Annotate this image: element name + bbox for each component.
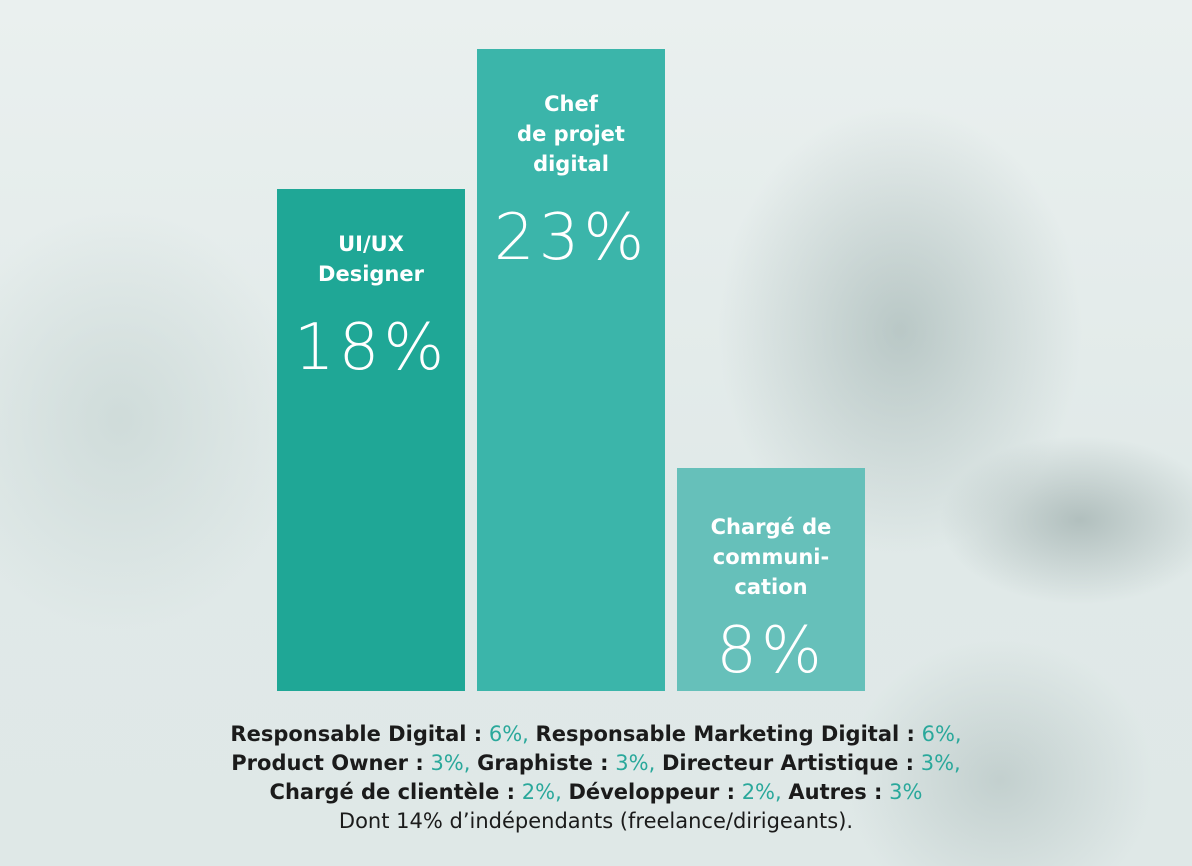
footer-label: Développeur : <box>568 780 735 804</box>
footer-label: Responsable Digital : <box>230 722 483 746</box>
bar-value-label: 8% <box>716 613 826 688</box>
footer-legend: Responsable Digital : 6%, Responsable Ma… <box>0 720 1192 836</box>
footer-label: Chargé de clientèle : <box>269 780 516 804</box>
footer-value: 3%, <box>920 751 961 775</box>
footer-value: 3% <box>889 780 923 804</box>
footer-value: 3%, <box>615 751 656 775</box>
bar: UI/UX Designer 18% <box>277 188 465 691</box>
footer-value: 2%, <box>741 780 782 804</box>
footer-label: Autres : <box>788 780 883 804</box>
bar-category-label: Chargé de communi- cation <box>710 514 832 599</box>
bar-value-label: 23% <box>493 201 649 276</box>
footer-label: Graphiste : <box>477 751 609 775</box>
bar: Chargé de communi- cation 8% <box>677 467 865 691</box>
footer-line-1: Responsable Digital : 6%, Responsable Ma… <box>0 720 1192 749</box>
bar-category-label: Chef de projet digital <box>517 92 625 177</box>
bar-category-label: UI/UX Designer <box>318 231 424 286</box>
footer-label: Directeur Artistique : <box>661 751 915 775</box>
footer-line-3: Chargé de clientèle : 2%, Développeur : … <box>0 778 1192 807</box>
footer-label: Responsable Marketing Digital : <box>535 722 915 746</box>
footer-value: 2%, <box>521 780 562 804</box>
bar-value-label: 18% <box>293 310 449 385</box>
footer-line-2: Product Owner : 3%, Graphiste : 3%, Dire… <box>0 749 1192 778</box>
footer-value: 3%, <box>430 751 471 775</box>
footer-value: 6%, <box>921 722 962 746</box>
footer-value: 6%, <box>488 722 529 746</box>
footer-label: Product Owner : <box>231 751 424 775</box>
bar: Chef de projet digital 23% <box>477 49 665 691</box>
footer-note: Dont 14% d’indépendants (freelance/dirig… <box>338 809 854 833</box>
